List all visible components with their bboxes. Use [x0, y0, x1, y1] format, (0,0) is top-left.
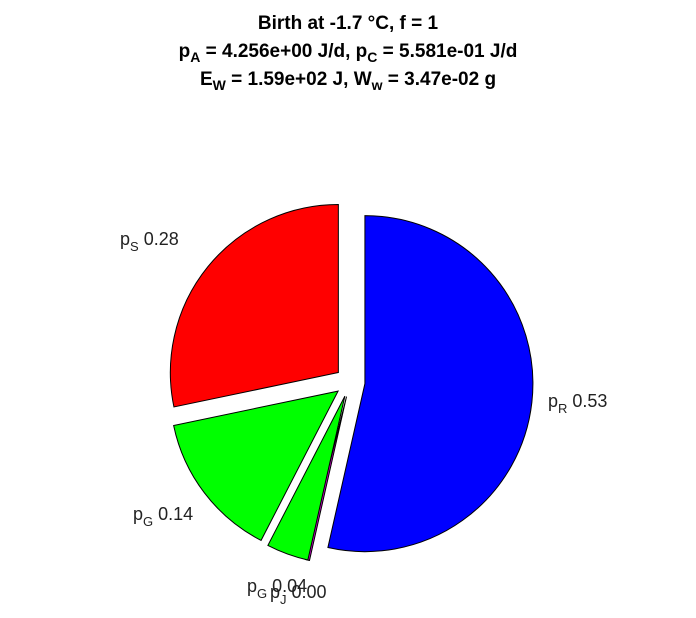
slice-label-4: pS 0.28 [120, 229, 179, 254]
title-line-2: pA = 4.256e+00 J/d, pC = 5.581e-01 J/d [178, 41, 518, 65]
title-line-1: Birth at -1.7 °C, f = 1 [257, 13, 439, 34]
slice-label-2: pG 0.04 [247, 576, 307, 601]
chart-titles: Birth at -1.7 °C, f = 1 pA = 4.256e+00 J… [0, 10, 696, 94]
pie-slice-0 [327, 215, 534, 553]
slice-label-0: pR 0.53 [548, 391, 607, 416]
slice-label-1: pJ 0.00 [270, 582, 327, 607]
pie-slice-4 [169, 204, 339, 408]
pie-slice-2 [267, 395, 346, 561]
pie-slice-3 [173, 390, 339, 542]
slice-label-3: pG 0.14 [133, 504, 193, 529]
title-line-3: EW = 1.59e+02 J, Ww = 3.47e-02 g [199, 69, 497, 93]
